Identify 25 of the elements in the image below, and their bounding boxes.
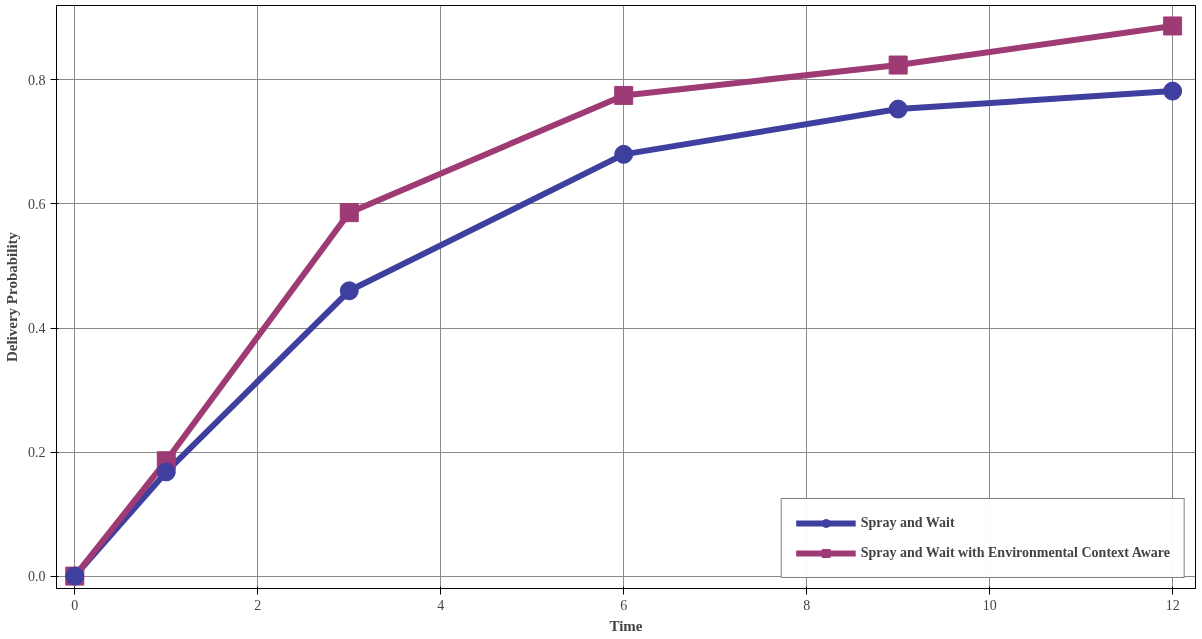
legend-label: Spray and Wait with Environmental Context Aware [860,545,1170,561]
y-tick-label: 0.6 [28,196,46,212]
x-axis-title: Time [609,617,643,634]
x-tick-label: 8 [803,597,811,613]
point [339,281,359,301]
x-tick-label: 2 [254,597,262,613]
x-tick-label: 0 [71,597,79,613]
y-tick-label: 0.4 [28,321,46,337]
y-tick-label: 0.8 [28,72,46,88]
x-tick-label: 4 [437,597,445,613]
point [156,462,176,482]
point [1163,81,1183,101]
x-tick-label: 6 [620,597,628,613]
y-axis-title: Delivery Probability [4,231,20,363]
legend-label: Spray and Wait [860,515,955,531]
point [614,85,634,105]
x-tick-label: 10 [982,597,997,613]
x-tick-label: 12 [1165,597,1180,613]
point [888,55,908,75]
y-tick-label: 0.2 [28,445,46,461]
point [888,99,908,119]
point [1163,16,1183,36]
y-tick-label: 0.0 [28,569,46,585]
point [339,203,359,223]
point [614,144,634,164]
